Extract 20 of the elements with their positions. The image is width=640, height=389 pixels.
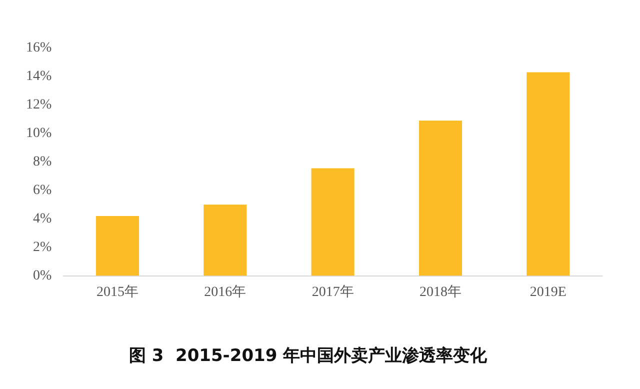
y-tick-label: 14% bbox=[26, 69, 52, 84]
bar bbox=[526, 72, 570, 276]
y-tick-label: 0% bbox=[32, 268, 52, 284]
y-tick-label: 10% bbox=[26, 126, 52, 142]
bar bbox=[418, 120, 462, 276]
y-tick-label: 2% bbox=[32, 240, 52, 255]
text: 图 3 2015-2019 年中国外卖产业渗透率变化 bbox=[128, 346, 488, 366]
x-tick-label: 2019E bbox=[530, 284, 566, 300]
x-tick-label: 2016年 bbox=[204, 284, 246, 300]
y-tick-label: 8% bbox=[32, 154, 52, 170]
y-tick-label: 16% bbox=[26, 40, 52, 56]
y-tick-label: 4% bbox=[32, 212, 52, 227]
x-tick-label: 2018年 bbox=[420, 284, 462, 300]
bar bbox=[311, 168, 354, 276]
x-tick-label: 2015年 bbox=[96, 284, 138, 300]
bar bbox=[96, 216, 140, 276]
y-tick-label: 6% bbox=[32, 183, 52, 198]
y-tick-label: 12% bbox=[26, 98, 52, 113]
bar bbox=[204, 204, 247, 276]
x-tick-label: 2017年 bbox=[312, 284, 354, 300]
